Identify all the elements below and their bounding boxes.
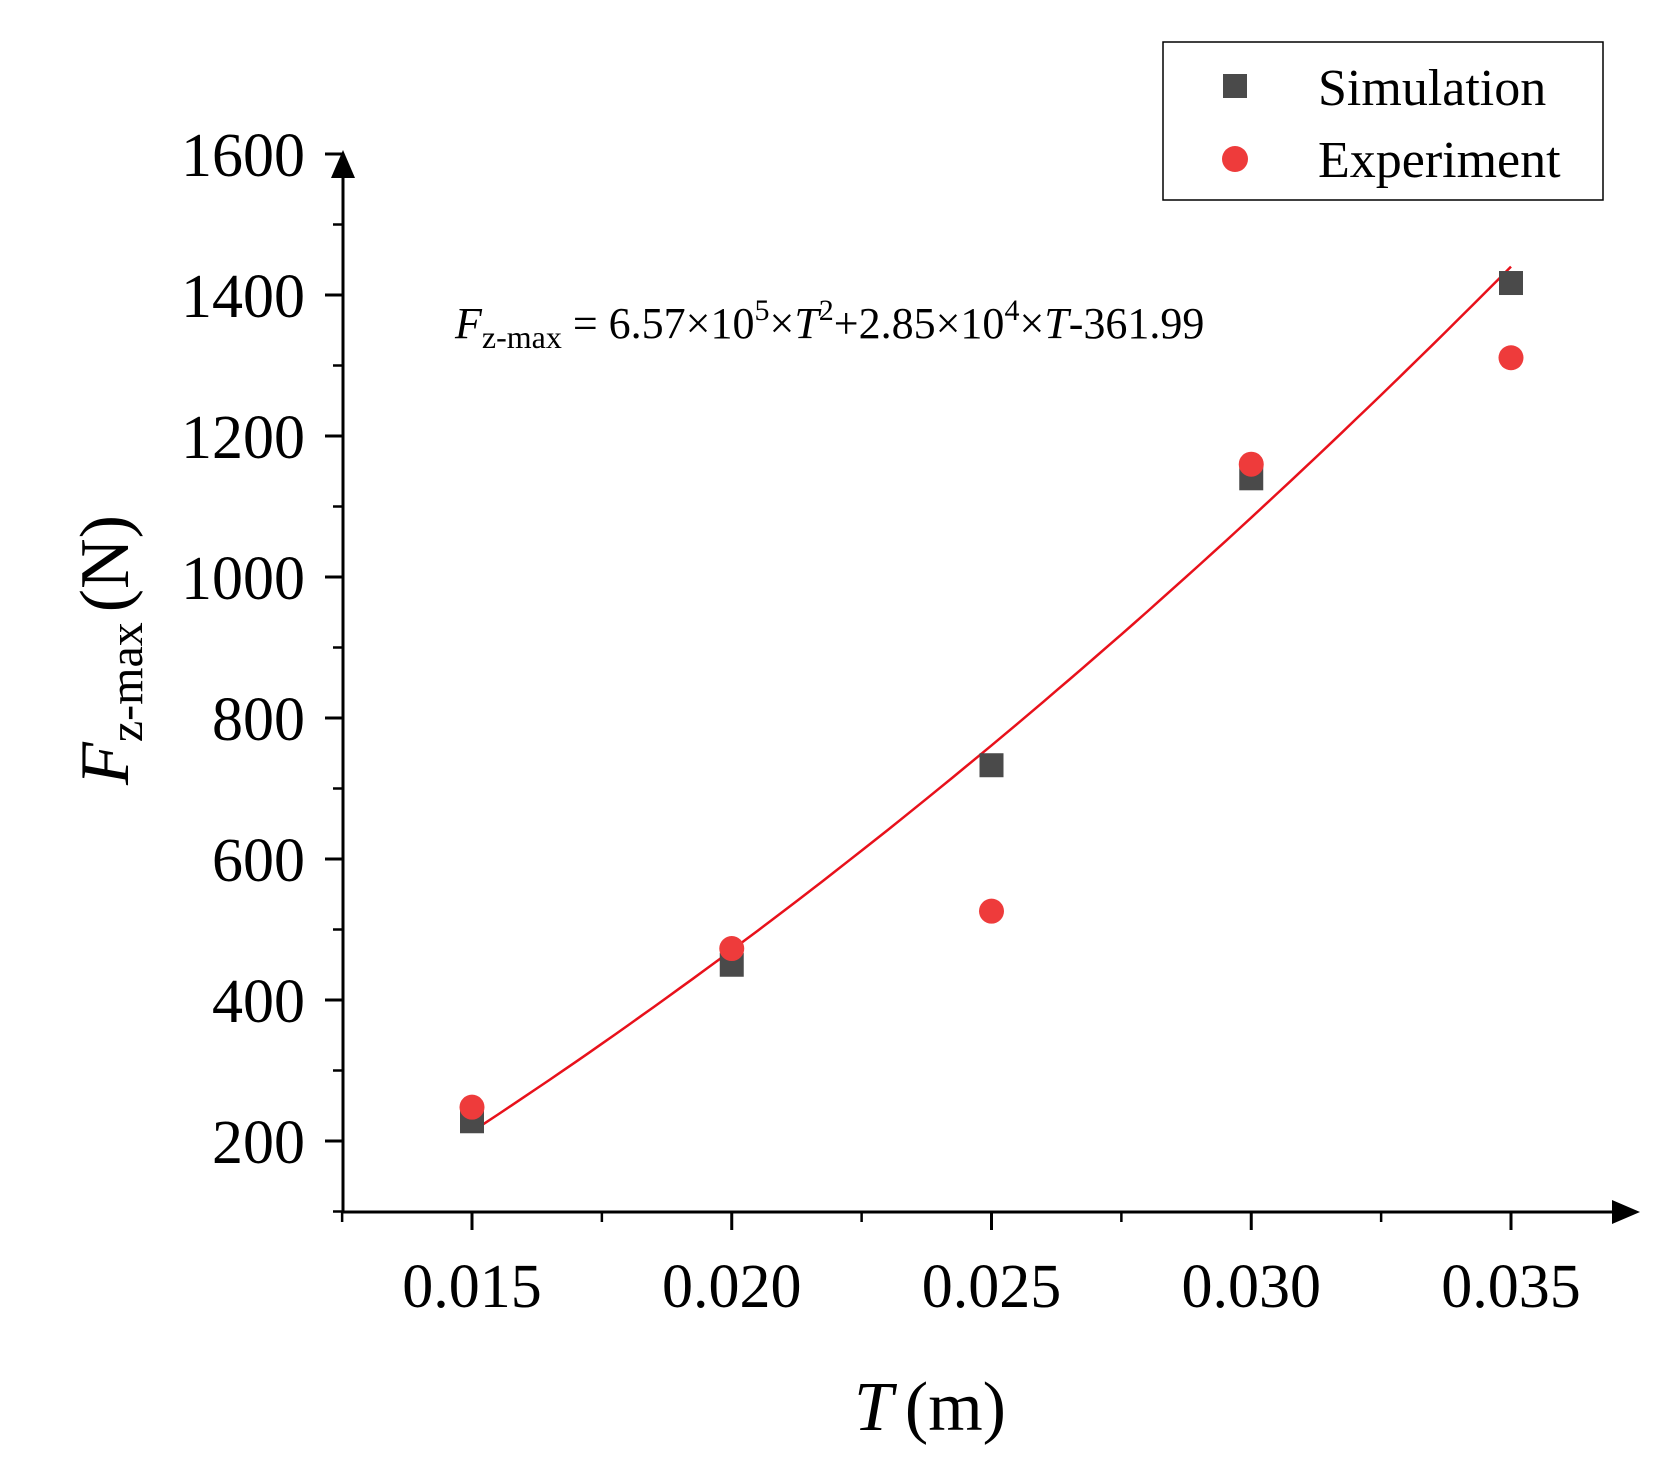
eq-var-2: T: [1044, 299, 1072, 348]
data-points: [459, 271, 1524, 1134]
x-axis-var: T: [854, 1369, 898, 1446]
legend-marker-simulation: [1223, 74, 1247, 98]
fit-layer: [471, 265, 1512, 1133]
experiment-point: [459, 1094, 485, 1120]
y-tick-label: 600: [212, 827, 305, 895]
eq-var-1: T: [794, 299, 822, 348]
y-axis-unit: (N): [67, 515, 144, 612]
y-tick-label: 400: [212, 968, 305, 1036]
y-tick-label: 1600: [181, 122, 305, 190]
experiment-point: [719, 936, 745, 962]
x-tick-label: 0.030: [1182, 1253, 1322, 1321]
eq-times-1: ×: [769, 299, 794, 348]
eq-part-3: -361.99: [1069, 299, 1205, 348]
fit-curve: [471, 265, 1512, 1133]
legend-marker-experiment: [1222, 146, 1248, 172]
eq-part-2: +2.85×10: [834, 299, 1005, 348]
simulation-point: [979, 753, 1004, 778]
x-axis-arrow: [1612, 1200, 1640, 1224]
y-axis-title: Fz-max (N): [67, 515, 153, 786]
fit-equation: Fz-max = 6.57×105×T2+2.85×104×T-361.99: [454, 294, 1204, 355]
y-axis-arrow: [331, 150, 355, 178]
experiment-point: [1238, 451, 1264, 477]
eq-times-2: ×: [1019, 299, 1044, 348]
axes: 200 400 600 800 1000 1200 1400 1600 0.015 0.020 0.…: [181, 122, 1640, 1321]
eq-exp-3: 4: [1004, 294, 1019, 327]
legend-label-experiment: Experiment: [1318, 132, 1561, 189]
legend-label-simulation: Simulation: [1318, 60, 1546, 117]
eq-part-1: = 6.57×10: [562, 299, 755, 348]
x-axis-unit: (m): [905, 1369, 1006, 1446]
y-tick-label: 200: [212, 1109, 305, 1177]
eq-lhs-var: F: [454, 299, 483, 348]
y-axis-sub: z-max: [100, 622, 153, 742]
y-tick-label: 1200: [181, 404, 305, 472]
x-tick-label: 0.035: [1441, 1253, 1581, 1321]
experiment-point: [979, 898, 1004, 924]
legend-box: [1162, 41, 1604, 201]
eq-exp-2: 2: [819, 294, 834, 327]
x-tick-label: 0.020: [662, 1253, 802, 1321]
y-axis-var: F: [67, 741, 144, 786]
legend: Simulation Experiment: [1162, 41, 1604, 201]
y-tick-label: 1000: [181, 545, 305, 613]
x-tick-label: 0.015: [402, 1253, 542, 1321]
x-tick-label: 0.025: [922, 1253, 1062, 1321]
eq-lhs-sub: z-max: [482, 319, 562, 355]
experiment-point: [1498, 345, 1524, 371]
y-tick-label: 1400: [181, 263, 305, 331]
x-axis-title: T (m): [854, 1369, 1006, 1446]
simulation-point: [1499, 271, 1523, 296]
eq-exp-1: 5: [754, 294, 769, 327]
y-tick-label: 800: [212, 686, 305, 754]
